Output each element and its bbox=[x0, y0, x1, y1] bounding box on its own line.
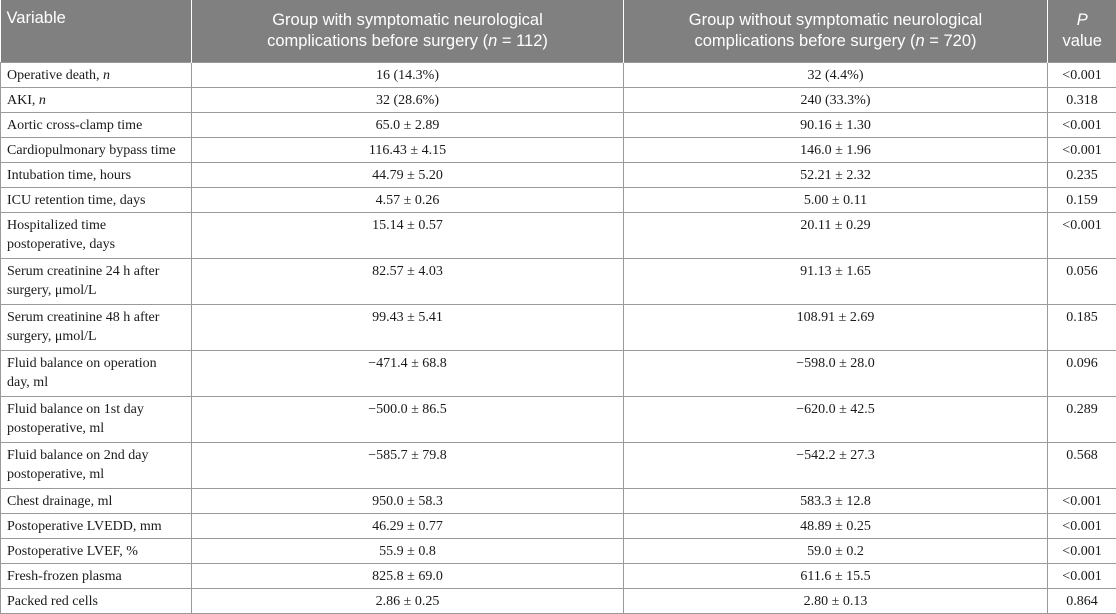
with-cell: 44.79 ± 5.20 bbox=[192, 163, 624, 188]
table-row: Intubation time, hours 44.79 ± 5.20 52.2… bbox=[1, 163, 1116, 188]
without-cell: 240 (33.3%) bbox=[624, 88, 1048, 113]
table-row: Postoperative LVEDD, mm 46.29 ± 0.77 48.… bbox=[1, 514, 1116, 539]
without-cell: 108.91 ± 2.69 bbox=[624, 305, 1048, 351]
with-cell: 32 (28.6%) bbox=[192, 88, 624, 113]
with-cell: 950.0 ± 58.3 bbox=[192, 489, 624, 514]
with-cell: 16 (14.3%) bbox=[192, 63, 624, 88]
p-value-cell: <0.001 bbox=[1048, 514, 1116, 539]
variable-cell: Fresh-frozen plasma bbox=[1, 564, 192, 589]
with-cell: −471.4 ± 68.8 bbox=[192, 351, 624, 397]
with-cell: −585.7 ± 79.8 bbox=[192, 443, 624, 489]
without-cell: 20.11 ± 0.29 bbox=[624, 213, 1048, 259]
without-cell: 611.6 ± 15.5 bbox=[624, 564, 1048, 589]
with-cell: 99.43 ± 5.41 bbox=[192, 305, 624, 351]
without-cell: 90.16 ± 1.30 bbox=[624, 113, 1048, 138]
with-cell: 55.9 ± 0.8 bbox=[192, 539, 624, 564]
variable-cell: Operative death, n bbox=[1, 63, 192, 88]
p-value-cell: <0.001 bbox=[1048, 138, 1116, 163]
table-row: AKI, n 32 (28.6%) 240 (33.3%) 0.318 bbox=[1, 88, 1116, 113]
header-p-value: P value bbox=[1048, 0, 1116, 63]
p-value-cell: 0.159 bbox=[1048, 188, 1116, 213]
without-cell: 91.13 ± 1.65 bbox=[624, 259, 1048, 305]
with-cell: 825.8 ± 69.0 bbox=[192, 564, 624, 589]
without-cell: −598.0 ± 28.0 bbox=[624, 351, 1048, 397]
with-cell: 46.29 ± 0.77 bbox=[192, 514, 624, 539]
table-row: Aortic cross-clamp time 65.0 ± 2.89 90.1… bbox=[1, 113, 1116, 138]
with-cell: 4.57 ± 0.26 bbox=[192, 188, 624, 213]
with-cell: 116.43 ± 4.15 bbox=[192, 138, 624, 163]
table-row: Packed red cells 2.86 ± 0.25 2.80 ± 0.13… bbox=[1, 589, 1116, 614]
variable-cell: Packed red cells bbox=[1, 589, 192, 614]
with-cell: 2.86 ± 0.25 bbox=[192, 589, 624, 614]
variable-cell: Postoperative LVEF, % bbox=[1, 539, 192, 564]
with-cell: −500.0 ± 86.5 bbox=[192, 397, 624, 443]
without-cell: 583.3 ± 12.8 bbox=[624, 489, 1048, 514]
header-variable: Variable bbox=[1, 0, 192, 63]
p-value-cell: 0.289 bbox=[1048, 397, 1116, 443]
table-row: Fresh-frozen plasma 825.8 ± 69.0 611.6 ±… bbox=[1, 564, 1116, 589]
table-row: Postoperative LVEF, % 55.9 ± 0.8 59.0 ± … bbox=[1, 539, 1116, 564]
header-group-with: Group with symptomatic neurological comp… bbox=[192, 0, 624, 63]
with-cell: 15.14 ± 0.57 bbox=[192, 213, 624, 259]
table-row: Cardiopulmonary bypass time 116.43 ± 4.1… bbox=[1, 138, 1116, 163]
variable-cell: Cardiopulmonary bypass time bbox=[1, 138, 192, 163]
without-cell: 32 (4.4%) bbox=[624, 63, 1048, 88]
without-cell: 48.89 ± 0.25 bbox=[624, 514, 1048, 539]
variable-cell: Aortic cross-clamp time bbox=[1, 113, 192, 138]
without-cell: 5.00 ± 0.11 bbox=[624, 188, 1048, 213]
variable-cell: ICU retention time, days bbox=[1, 188, 192, 213]
p-value-cell: <0.001 bbox=[1048, 564, 1116, 589]
table-row: Operative death, n 16 (14.3%) 32 (4.4%) … bbox=[1, 63, 1116, 88]
table-row: Chest drainage, ml 950.0 ± 58.3 583.3 ± … bbox=[1, 489, 1116, 514]
header-row: Variable Group with symptomatic neurolog… bbox=[1, 0, 1116, 63]
without-cell: −620.0 ± 42.5 bbox=[624, 397, 1048, 443]
p-value-cell: 0.056 bbox=[1048, 259, 1116, 305]
p-value-cell: <0.001 bbox=[1048, 489, 1116, 514]
without-cell: 59.0 ± 0.2 bbox=[624, 539, 1048, 564]
without-cell: 52.21 ± 2.32 bbox=[624, 163, 1048, 188]
without-cell: −542.2 ± 27.3 bbox=[624, 443, 1048, 489]
header-group-without: Group without symptomatic neurological c… bbox=[624, 0, 1048, 63]
p-value-cell: 0.864 bbox=[1048, 589, 1116, 614]
p-value-cell: <0.001 bbox=[1048, 213, 1116, 259]
p-value-cell: 0.096 bbox=[1048, 351, 1116, 397]
variable-cell: Chest drainage, ml bbox=[1, 489, 192, 514]
without-cell: 146.0 ± 1.96 bbox=[624, 138, 1048, 163]
p-value-cell: 0.185 bbox=[1048, 305, 1116, 351]
without-cell: 2.80 ± 0.13 bbox=[624, 589, 1048, 614]
p-value-cell: 0.318 bbox=[1048, 88, 1116, 113]
p-value-cell: 0.235 bbox=[1048, 163, 1116, 188]
table-row: ICU retention time, days 4.57 ± 0.26 5.0… bbox=[1, 188, 1116, 213]
p-value-cell: <0.001 bbox=[1048, 113, 1116, 138]
p-value-cell: <0.001 bbox=[1048, 63, 1116, 88]
variable-cell: AKI, n bbox=[1, 88, 192, 113]
variable-cell: Postoperative LVEDD, mm bbox=[1, 514, 192, 539]
p-value-cell: 0.568 bbox=[1048, 443, 1116, 489]
with-cell: 82.57 ± 4.03 bbox=[192, 259, 624, 305]
with-cell: 65.0 ± 2.89 bbox=[192, 113, 624, 138]
p-value-cell: <0.001 bbox=[1048, 539, 1116, 564]
variable-cell: Intubation time, hours bbox=[1, 163, 192, 188]
